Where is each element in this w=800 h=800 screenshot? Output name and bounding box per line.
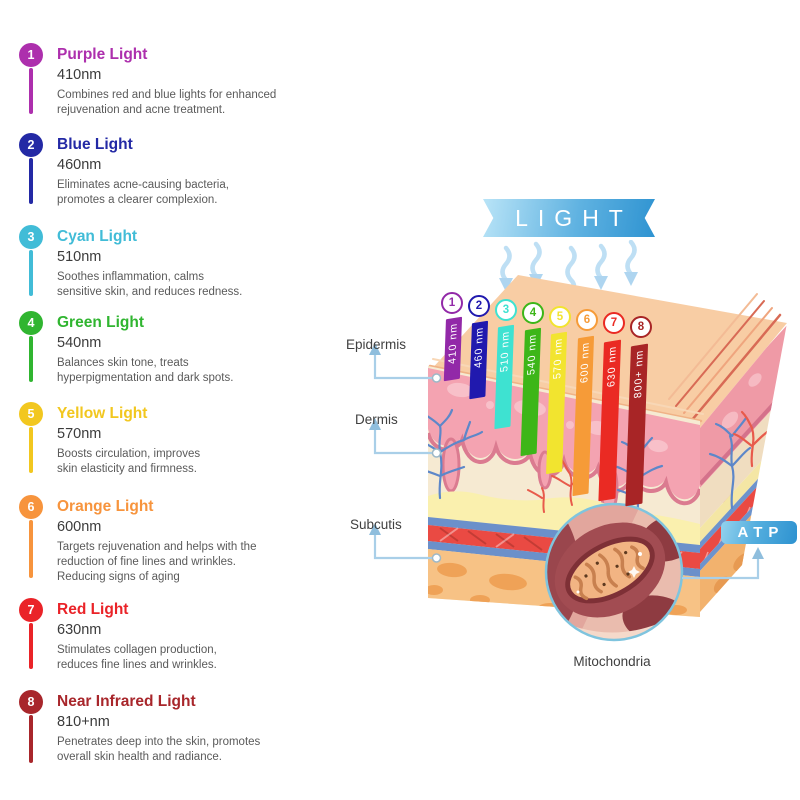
wavelength-number-badge: 7 [603,312,625,334]
dermis-connector [369,418,442,458]
item-wavelength: 410nm [57,67,102,83]
item-title: Red Light [57,601,129,618]
subcutis-connector [369,523,442,563]
wavelength-bar-label: 410 nm [446,322,460,365]
item-wavelength: 540nm [57,335,102,351]
wavelength-bar-label: 510 nm [498,330,512,373]
item-stem [29,427,33,473]
wavelength-number-badge: 2 [468,295,490,317]
item-number-badge: 2 [19,133,43,157]
item-description: Penetrates deep into the skin, promotes … [57,736,261,763]
up-arrow-icon [369,523,381,535]
item-stem [29,68,33,114]
item-description: Eliminates acne-causing bacteria, promot… [57,179,229,206]
skin-cross-section-illustration [369,240,787,642]
wavelength-number-badge: 5 [549,306,571,328]
blood-vessel-red-center [527,457,589,513]
item-description: Targets rejuvenation and helps with the … [57,541,257,583]
item-number-badge: 1 [19,43,43,67]
up-arrow-icon [369,343,381,355]
wavelength-number-badge: 6 [576,309,598,331]
item-title: Purple Light [57,46,148,63]
item-number-badge: 7 [19,598,43,622]
item-wavelength: 570nm [57,426,102,442]
mitochondrion [565,536,655,604]
item-stem [29,250,33,296]
wavelength-number-badge: 1 [441,292,463,314]
wavelength-bar-label: 460 nm [472,326,486,369]
item-title: Yellow Light [57,405,148,422]
label-connectors [369,343,764,580]
item-title: Blue Light [57,136,133,153]
atp-badge: ATP [721,521,797,544]
item-wavelength: 510nm [57,249,102,265]
up-arrow-icon [369,418,381,430]
wavelength-number-badge: 8 [630,316,652,338]
item-number-badge: 5 [19,402,43,426]
item-stem [29,158,33,204]
light-banner-label: LIGHT [515,204,633,231]
item-number-badge: 8 [19,690,43,714]
item-number-badge: 4 [19,311,43,335]
wavelength-number-badge: 3 [495,299,517,321]
wavelength-bar-label: 630 nm [604,345,619,388]
item-title: Cyan Light [57,228,138,245]
subcutis-label: Subcutis [350,517,402,532]
wavelength-bar-label: 540 nm [525,333,539,376]
epidermis-connector [369,343,442,383]
item-description: Boosts circulation, improves skin elasti… [57,448,201,475]
item-stem [29,623,33,669]
blood-vessel-blue-right-face [708,416,752,510]
item-wavelength: 810+nm [57,714,110,730]
atp-connector [682,547,764,580]
up-arrow-icon [752,547,764,559]
item-stem [29,715,33,763]
item-description: Combines red and blue lights for enhance… [57,89,277,116]
item-wavelength: 600nm [57,519,102,535]
light-banner: LIGHT [483,199,655,237]
wavelength-bar: 410 nm [443,316,463,382]
item-number-badge: 6 [19,495,43,519]
item-title: Near Infrared Light [57,693,196,710]
item-description: Balances skin tone, treats hyperpigmenta… [57,357,234,384]
item-wavelength: 460nm [57,157,102,173]
item-title: Orange Light [57,498,154,515]
item-stem [29,336,33,382]
wavelength-number-badge: 4 [522,302,544,324]
item-description: Stimulates collagen production, reduces … [57,644,217,671]
item-title: Green Light [57,314,144,331]
item-wavelength: 630nm [57,622,102,638]
wavelength-bar-label: 800+ nm [631,349,646,400]
light-types-list: 1 Purple Light 410nm Combines red and blue … [0,0,320,800]
wavelength-bar-label: 600 nm [578,341,592,384]
epidermis-label: Epidermis [346,337,407,352]
item-description: Soothes inflammation, calms sensitive sk… [57,271,243,298]
item-number-badge: 3 [19,225,43,249]
wavelength-bar-label: 570 nm [551,337,565,380]
mitochondria-label: Mitochondria [573,654,651,669]
item-stem [29,520,33,578]
wavelength-bar: 460 nm [469,320,489,400]
dermis-label: Dermis [355,412,398,427]
